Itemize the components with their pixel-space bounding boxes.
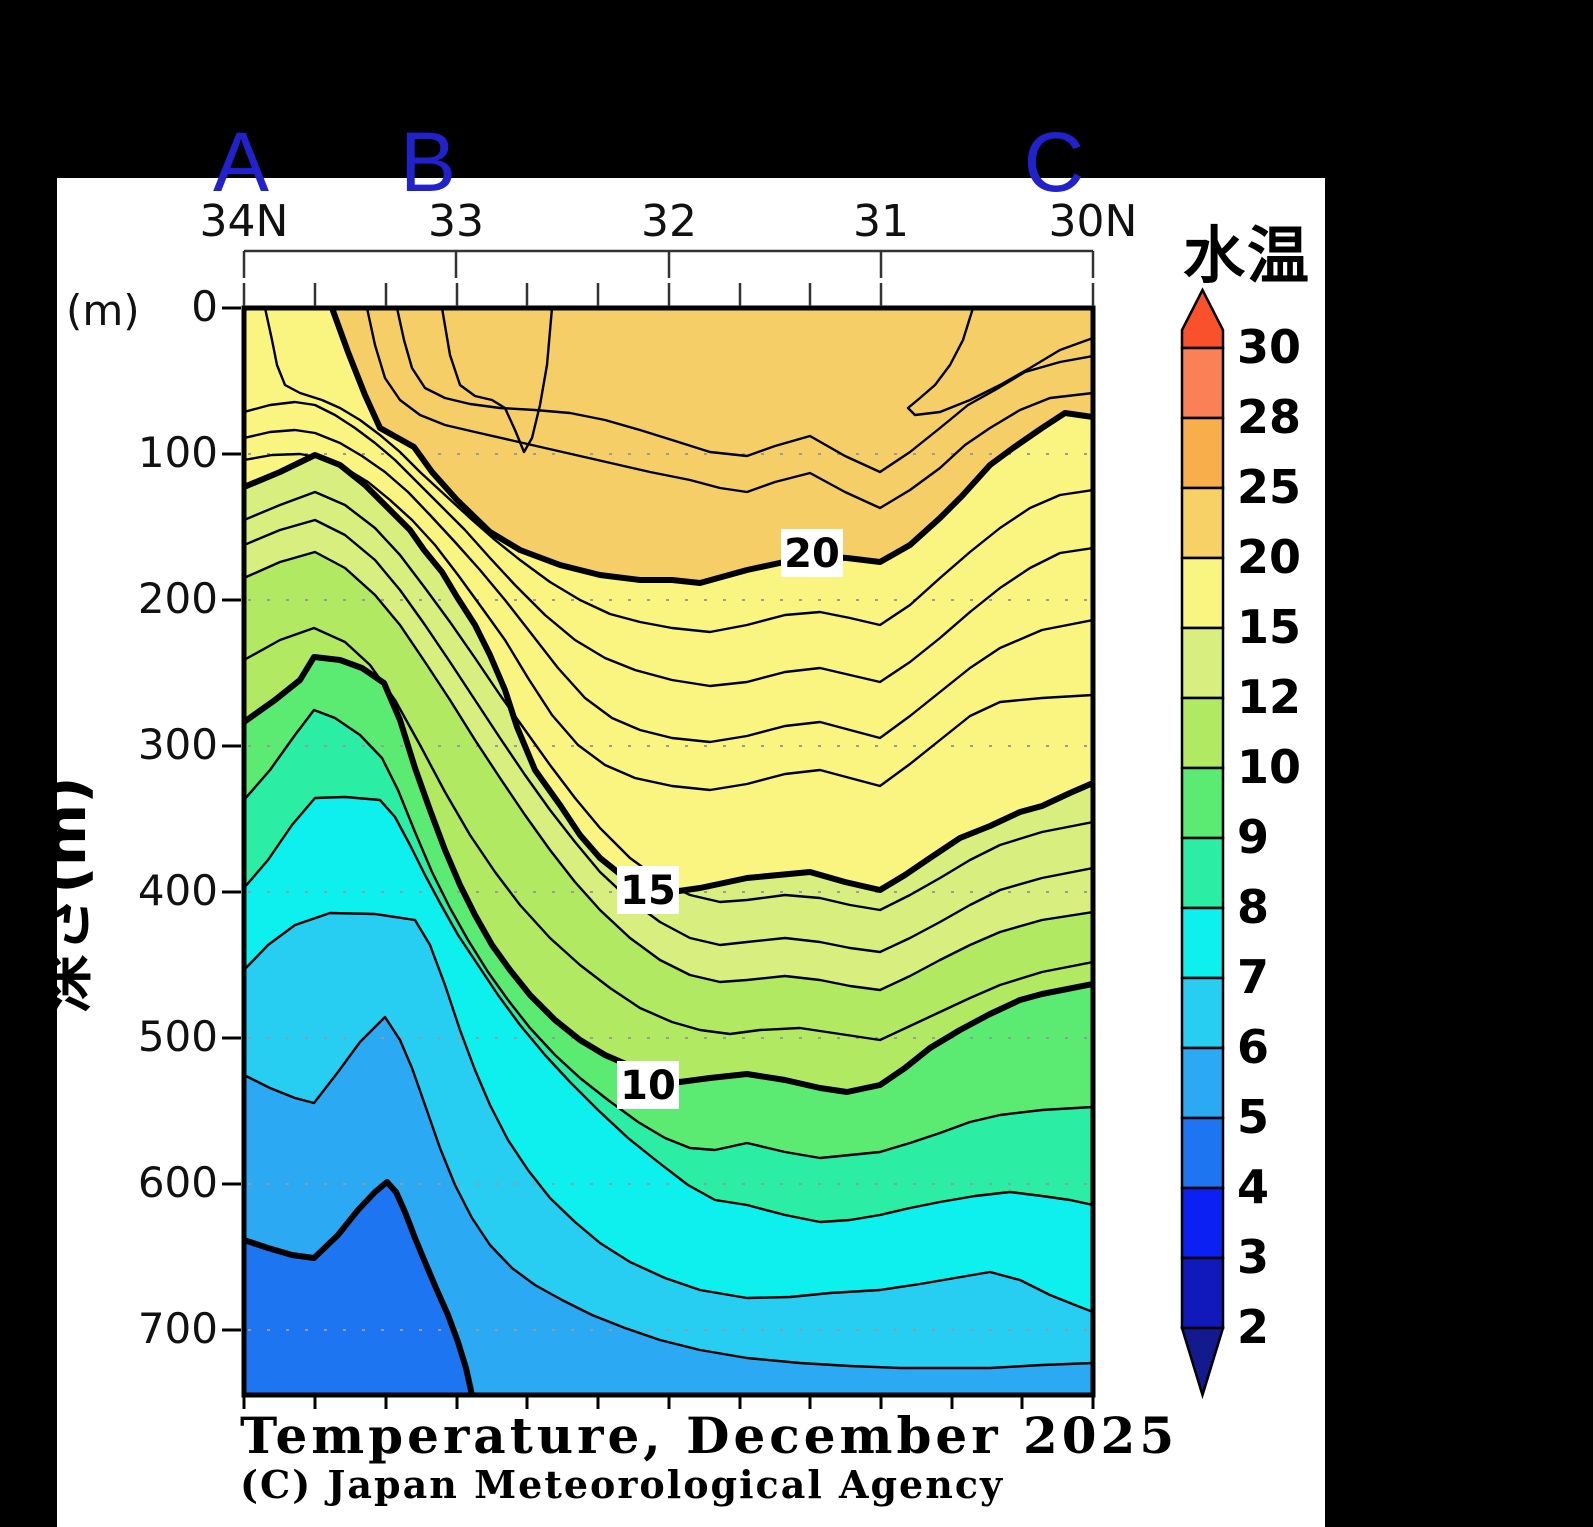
colorbar-segment [1180,1186,1225,1260]
contour-label: 15 [620,868,676,914]
y-axis-label-700: 700 [137,1304,218,1353]
y-axis-unit: (m) [66,286,140,335]
contour-label-box [781,529,843,577]
colorbar-label-3: 3 [1237,1230,1270,1284]
contour-label: 10 [620,1063,676,1109]
colorbar-segment [1180,696,1225,770]
y-axis-label-100: 100 [137,428,218,477]
isotherm-8 [244,795,1093,1224]
isotherm-22 [395,308,1093,474]
colorbar-segment [1180,416,1225,490]
colorbar-label-28: 28 [1237,390,1302,444]
isotherm-11 [244,626,1093,1042]
colorbar-label-30: 30 [1237,320,1302,374]
x-axis-label-30N: 30N [1048,196,1138,247]
colorbar-segment [1180,1046,1225,1120]
contour-field [244,308,1093,1395]
colorbar-segment [1180,1116,1225,1190]
colorbar-label-2: 2 [1237,1300,1270,1354]
isotherm-17 [244,428,1093,744]
chart-credit: (C) Japan Meteorological Agency [240,1462,1005,1507]
colorbar-label-4: 4 [1237,1160,1270,1214]
colorbar-label-6: 6 [1237,1020,1270,1074]
x-axis-label-32: 32 [641,196,697,247]
colorbar-segment [1180,906,1225,980]
isotherm-23 [906,308,1093,417]
y-axis-label-600: 600 [137,1158,218,1207]
colorbar-segment [1180,346,1225,420]
contour-label: 20 [784,531,840,577]
colorbar-segment [1180,836,1225,910]
plot-border [241,305,1096,1398]
isotherm-15-bold [244,452,1093,895]
isotherm-5-bold [244,1179,475,1395]
colorbar-segment [1180,976,1225,1050]
band-below-5 [244,1182,472,1395]
y-axis-label-200: 200 [137,574,218,623]
y-axis-label-0: 0 [191,282,218,331]
contour-label-box [617,866,679,914]
colorbar-label-20: 20 [1237,530,1302,584]
isotherm-12 [244,550,1093,992]
colorbar-segment [1180,626,1225,700]
isotherm-18 [244,400,1093,688]
colorbar-segment [1180,1256,1225,1330]
isotherm-20-bold [329,308,1093,586]
colorbar-label-15: 15 [1237,600,1302,654]
y-axis-label-500: 500 [137,1012,218,1061]
colorbar-label-12: 12 [1237,670,1302,724]
isotherm-14 [244,490,1093,912]
chart-title: Temperature, December 2025 [240,1406,1179,1465]
colorbar-arrow-bottom [1180,1326,1225,1400]
x-axis-label-34N: 34N [199,196,289,247]
x-axis-label-33: 33 [428,196,484,247]
band-below-6 [244,1017,1093,1395]
colorbar-label-10: 10 [1237,740,1302,794]
colorbar-segment [1180,556,1225,630]
section-marker-c: C [1023,115,1085,209]
section-marker-a: A [212,115,270,209]
colorbar-label-7: 7 [1237,950,1270,1004]
isotherm-16 [244,452,1093,792]
isotherm-9 [244,708,1093,1160]
colorbar-label-5: 5 [1237,1090,1270,1144]
isotherm-6 [244,1015,1093,1370]
colorbar-title: 水温 [1183,219,1312,292]
colorbar-segment [1180,766,1225,840]
isotherm-23 [440,308,554,454]
isotherm-10-bold [244,654,1093,1095]
x-axis-label-31: 31 [853,196,909,247]
isotherm-21 [365,308,1093,510]
isotherm-7 [244,911,1093,1314]
colorbar-segment [1180,486,1225,560]
colorbar-label-8: 8 [1237,880,1270,934]
isotherm-19 [263,308,1093,634]
colorbar-label-9: 9 [1237,810,1270,864]
y-axis-label-300: 300 [137,720,218,769]
colorbar-arrow-top [1180,287,1225,350]
y-axis-label-400: 400 [137,866,218,915]
section-marker-b: B [399,115,457,209]
contour-label-box [617,1061,679,1109]
colorbar-label-25: 25 [1237,460,1302,514]
